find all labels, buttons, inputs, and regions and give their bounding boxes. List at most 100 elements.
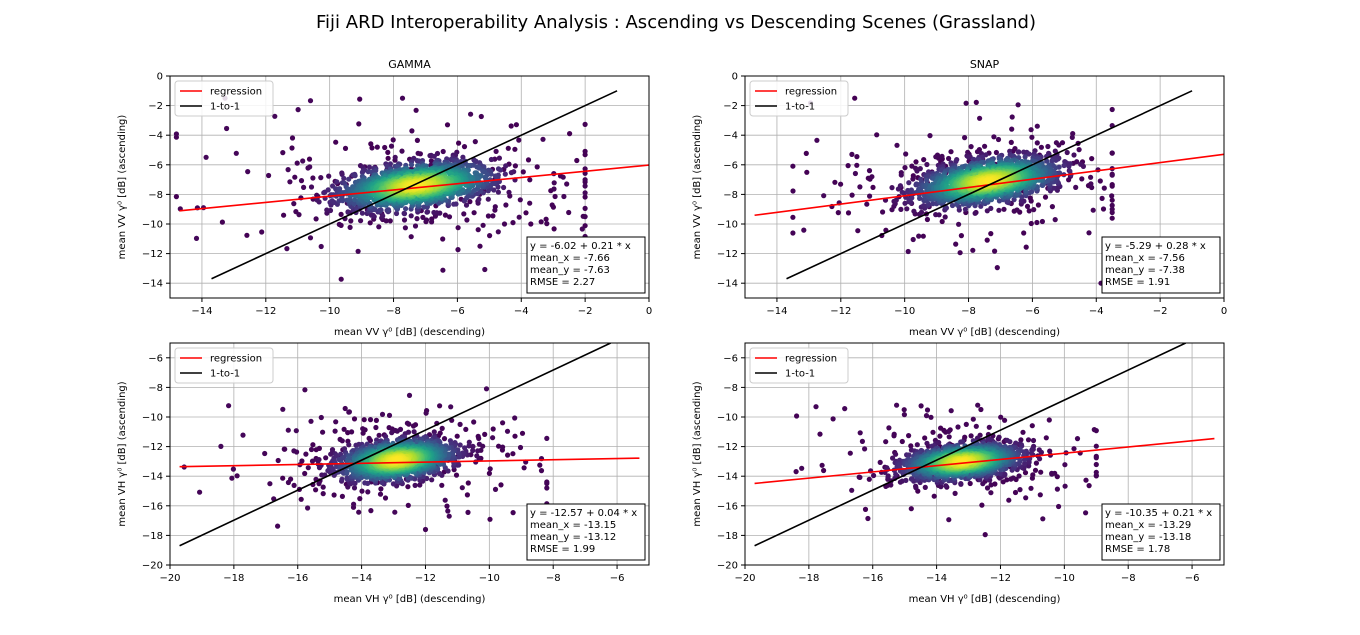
scatter-point — [1045, 143, 1051, 150]
scatter-point — [280, 150, 286, 156]
scatter-point — [946, 155, 952, 162]
scatter-point — [382, 495, 389, 501]
scatter-point — [357, 96, 363, 102]
scatter-point — [852, 170, 859, 177]
scatter-point — [218, 443, 224, 449]
scatter-point — [385, 207, 392, 213]
scatter-point — [446, 513, 452, 519]
scatter-point — [512, 163, 519, 169]
scatter-point — [534, 164, 540, 170]
scatter-point — [996, 207, 1002, 213]
scatter-point — [475, 227, 481, 233]
legend-box — [749, 80, 849, 117]
x-tick-label: −4 — [514, 306, 529, 317]
one-to-one-line — [786, 90, 1193, 280]
scatter-point — [385, 155, 391, 161]
scatter-point — [867, 193, 873, 199]
scatter-point — [455, 225, 461, 231]
scatter-point — [1021, 230, 1027, 236]
scatter-point — [342, 145, 349, 151]
scatter-point — [330, 466, 336, 472]
x-tick-label: −8 — [961, 306, 976, 317]
scatter-point — [874, 132, 880, 138]
scatter-point — [410, 423, 417, 429]
scatter-point — [582, 194, 588, 200]
scatter-point — [845, 210, 852, 216]
scatter-point — [580, 213, 586, 219]
scatter-point — [567, 131, 573, 137]
scatter-point — [423, 410, 429, 416]
scatter-point — [368, 508, 374, 514]
scatter-point — [453, 472, 460, 478]
scatter-point — [574, 157, 580, 164]
scatter-point — [544, 480, 550, 487]
scatter-point — [389, 430, 395, 436]
scatter-point — [471, 210, 477, 216]
scatter-point — [1073, 184, 1079, 190]
stats-line: RMSE = 1.91 — [1105, 277, 1170, 288]
scatter-point — [966, 154, 972, 160]
scatter-point — [399, 148, 405, 154]
scatter-point — [360, 426, 366, 432]
scatter-point — [582, 190, 588, 196]
scatter-point — [373, 424, 379, 431]
scatter-point — [1101, 185, 1107, 191]
scatter-point — [914, 181, 921, 187]
scatter-point — [920, 233, 926, 239]
scatter-point — [962, 135, 968, 141]
scatter-point — [425, 209, 431, 215]
scatter-point — [332, 428, 338, 434]
scatter-point — [528, 221, 534, 227]
scatter-point — [289, 135, 296, 141]
scatter-point — [386, 412, 393, 418]
scatter-point — [1074, 159, 1080, 165]
scatter-point — [488, 171, 494, 177]
scatter-point — [344, 469, 350, 475]
scatter-point — [506, 189, 512, 195]
scatter-point — [379, 479, 385, 486]
y-axis-label: mean VV γ⁰ [dB] (ascending) — [117, 115, 128, 260]
scatter-point — [936, 212, 942, 218]
stats-line: mean_x = -7.66 — [530, 253, 610, 264]
scatter-point — [383, 218, 389, 224]
stats-box-frame — [1101, 236, 1221, 294]
scatter-point — [505, 452, 511, 458]
scatter-point — [301, 184, 307, 190]
scatter-point — [520, 169, 526, 175]
x-tick-label: −10 — [894, 306, 915, 317]
scatter-point — [483, 386, 490, 392]
scatter-point — [579, 226, 585, 232]
scatter-point — [564, 181, 570, 187]
scatter-point — [832, 179, 838, 185]
scatter-point — [924, 161, 930, 168]
scatter-point — [857, 184, 863, 190]
y-tick-label: −4 — [723, 131, 738, 142]
scatter-point — [790, 230, 796, 236]
scatter-point — [493, 148, 499, 154]
scatter-point — [451, 201, 457, 207]
scatter-point — [894, 142, 900, 148]
scatter-point — [972, 210, 978, 216]
scatter-point — [229, 475, 235, 481]
scatter-point — [468, 111, 474, 117]
scatter-point — [814, 137, 820, 143]
scatter-point — [963, 100, 969, 106]
y-tick-label: −8 — [723, 190, 738, 201]
scatter-point — [226, 403, 232, 409]
scatter-point — [461, 211, 467, 217]
scatter-point — [197, 489, 203, 495]
scatter-point — [470, 443, 476, 449]
scatter-point — [392, 509, 398, 515]
y-tick-label: −10 — [142, 220, 163, 231]
scatter-point — [480, 168, 486, 174]
scatter-point — [482, 431, 488, 437]
chart-panel-2: −14 −12 −10 −8 −6 −4 −2 0−14−12−10−8−6−4−20SNAP… — [692, 58, 1227, 338]
scatter-point — [551, 186, 557, 192]
scatter-point — [1038, 144, 1044, 150]
scatter-point — [245, 169, 251, 175]
scatter-point — [1099, 195, 1105, 201]
scatter-point — [582, 205, 588, 211]
scatter-point — [582, 177, 588, 183]
scatter-point — [510, 451, 516, 457]
